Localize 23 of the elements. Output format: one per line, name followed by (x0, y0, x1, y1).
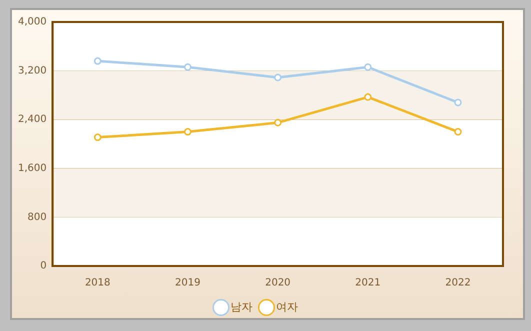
y-tick-label: 0 (40, 260, 47, 272)
point (184, 63, 192, 71)
x-tick-label: 2020 (265, 278, 291, 289)
x-tick-label: 2021 (355, 278, 381, 289)
y-tick-label: 800 (28, 212, 47, 223)
x-tick-label: 2018 (84, 278, 110, 289)
point (94, 57, 102, 65)
y-tick-label: 1,600 (18, 162, 47, 174)
x-tick-label: 2019 (175, 278, 200, 289)
point (454, 128, 462, 136)
point (94, 134, 102, 142)
legend-label: 여자 (276, 300, 298, 314)
point (274, 74, 282, 82)
legend-label: 남자 (230, 300, 252, 314)
point (364, 63, 372, 71)
point (184, 128, 192, 136)
y-tick-label: 3,200 (18, 65, 47, 76)
point (364, 93, 372, 101)
point (274, 118, 282, 126)
point (454, 98, 462, 106)
x-tick-label: 2022 (445, 278, 471, 289)
y-tick-label: 4,000 (18, 16, 47, 28)
y-tick-label: 2,400 (18, 114, 47, 126)
